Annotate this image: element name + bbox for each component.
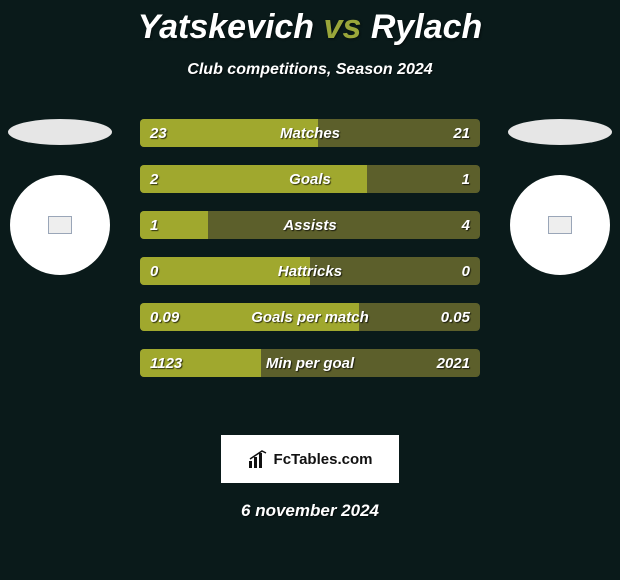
subtitle: Club competitions, Season 2024	[0, 61, 620, 79]
right-club-placeholder-icon	[548, 216, 572, 234]
bar-label: Matches	[140, 119, 480, 147]
fctables-logo-icon	[248, 449, 268, 469]
branding-text: FcTables.com	[274, 451, 373, 468]
title-separator: vs	[324, 8, 362, 46]
left-flag-ellipse	[8, 119, 112, 145]
comparison-bar: 21Goals	[140, 165, 480, 193]
left-club-circle	[10, 175, 110, 275]
title: Yatskevich vs Rylach	[0, 0, 620, 47]
comparison-bar: 14Assists	[140, 211, 480, 239]
comparison-bars: 2321Matches 21Goals 14Assists 00Hattricks 0.…	[140, 119, 480, 395]
comparison-bar: 00Hattricks	[140, 257, 480, 285]
bar-label: Goals per match	[140, 303, 480, 331]
bar-label: Min per goal	[140, 349, 480, 377]
left-player-column	[0, 119, 120, 275]
comparison-bar: 11232021Min per goal	[140, 349, 480, 377]
branding-badge: FcTables.com	[221, 435, 399, 483]
bar-label: Goals	[140, 165, 480, 193]
right-club-circle	[510, 175, 610, 275]
date-text: 6 november 2024	[0, 501, 620, 521]
comparison-content: 2321Matches 21Goals 14Assists 00Hattricks 0.…	[0, 119, 620, 419]
bar-label: Assists	[140, 211, 480, 239]
comparison-bar: 2321Matches	[140, 119, 480, 147]
right-player-column	[500, 119, 620, 275]
right-flag-ellipse	[508, 119, 612, 145]
title-player2: Rylach	[371, 8, 483, 46]
left-club-placeholder-icon	[48, 216, 72, 234]
bar-label: Hattricks	[140, 257, 480, 285]
title-player1: Yatskevich	[138, 8, 314, 46]
comparison-bar: 0.090.05Goals per match	[140, 303, 480, 331]
